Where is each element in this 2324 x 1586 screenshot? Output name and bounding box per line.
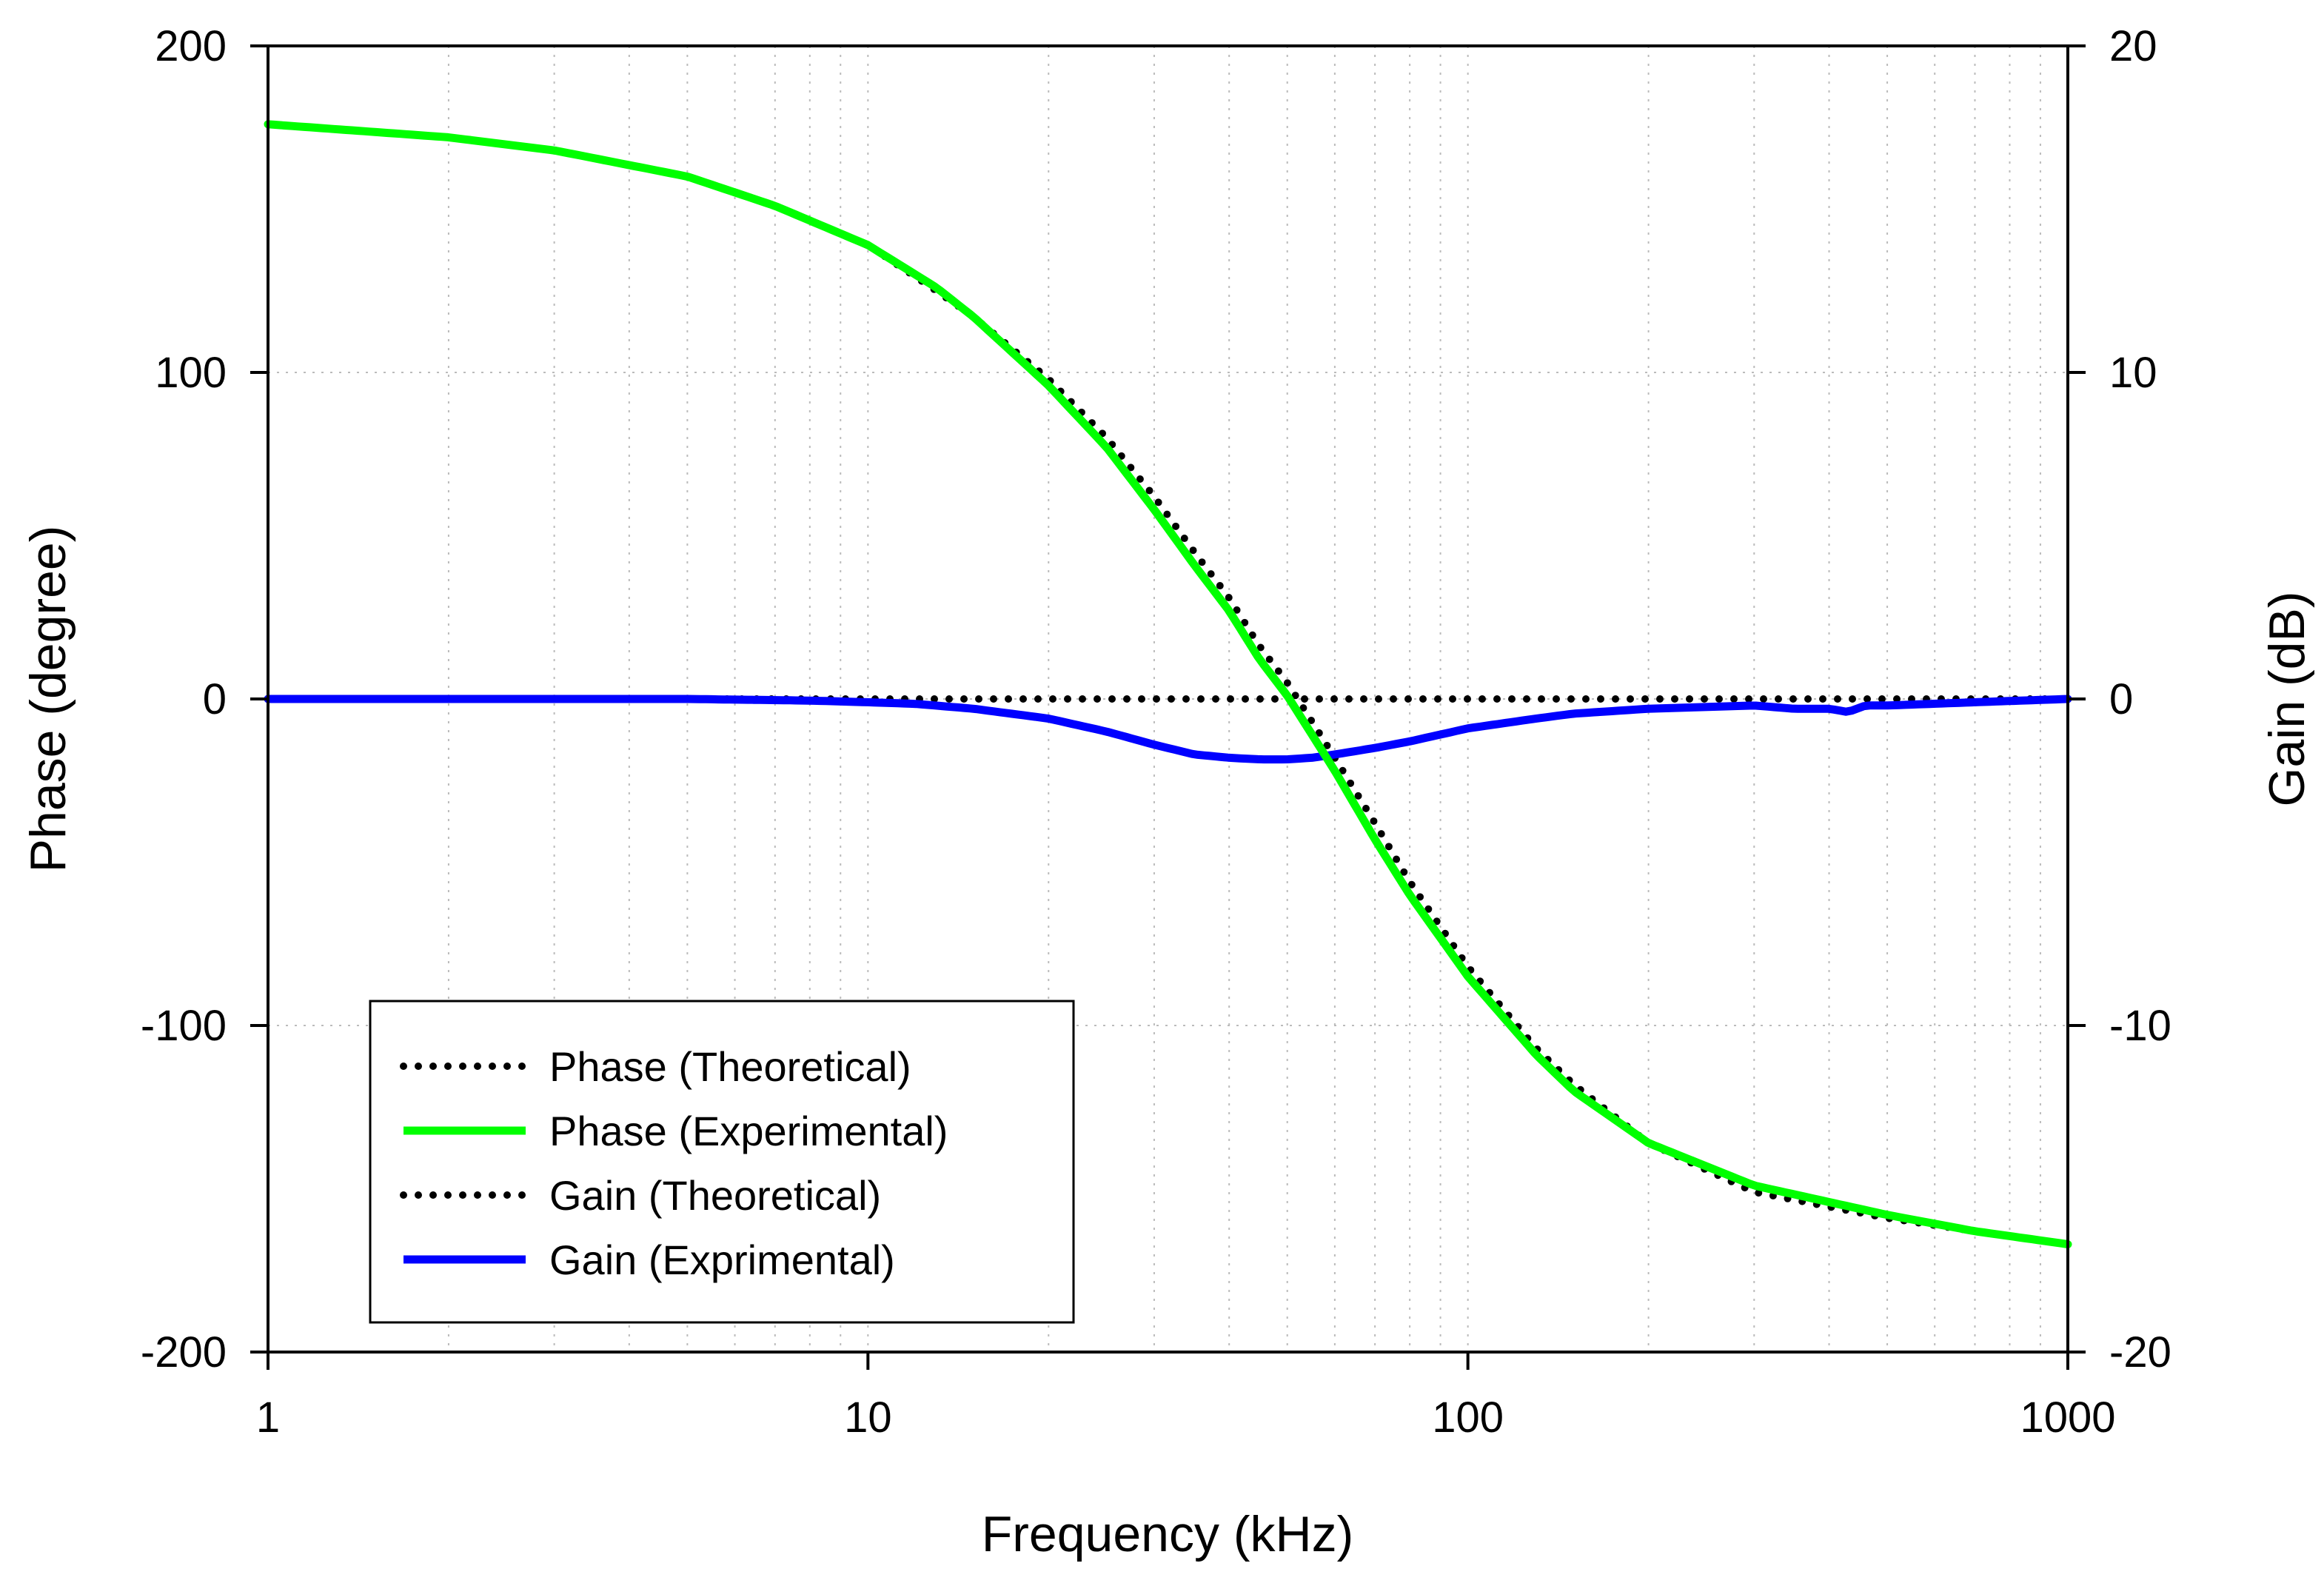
legend: Phase (Theoretical) Phase (Experimental)… — [369, 1000, 1075, 1324]
y-left-tick-label: -100 — [141, 1002, 227, 1050]
y-left-tick-label: 200 — [155, 22, 227, 70]
legend-label-gain-experimental: Gain (Exprimental) — [549, 1237, 895, 1283]
y-right-tick-label: -10 — [2109, 1002, 2171, 1050]
y-left-tick-label: -200 — [141, 1328, 227, 1376]
legend-box — [369, 1000, 1075, 1324]
y-right-tick-label: 20 — [2109, 22, 2157, 70]
y-axis-title: Phase (degree) — [20, 526, 76, 873]
y2-axis-title: Gain (dB) — [2259, 592, 2315, 807]
legend-label-phase-experimental: Phase (Experimental) — [549, 1108, 948, 1154]
x-axis-title: Frequency (kHz) — [982, 1506, 1354, 1562]
x-tick-label: 100 — [1432, 1393, 1504, 1442]
y-right-tick-label: -20 — [2109, 1328, 2171, 1376]
x-tick-label: 1 — [256, 1393, 280, 1442]
axis-ticks — [250, 44, 2086, 1370]
y-right-tick-label: 10 — [2109, 349, 2157, 397]
y-left-tick-label: 0 — [203, 675, 227, 723]
series-lines — [264, 120, 2072, 1248]
x-tick-label: 1000 — [2020, 1393, 2115, 1442]
series-phase-experimental — [264, 120, 2072, 1248]
x-tick-label: 10 — [844, 1393, 892, 1442]
legend-label-phase-theoretical: Phase (Theoretical) — [549, 1043, 911, 1090]
series-phase-theoretical — [264, 120, 2072, 1248]
y-right-tick-label: 0 — [2109, 675, 2133, 723]
legend-label-gain-theoretical: Gain (Theoretical) — [549, 1172, 881, 1219]
series-gain-experimental — [264, 695, 2072, 764]
y-left-tick-label: 100 — [155, 349, 227, 397]
